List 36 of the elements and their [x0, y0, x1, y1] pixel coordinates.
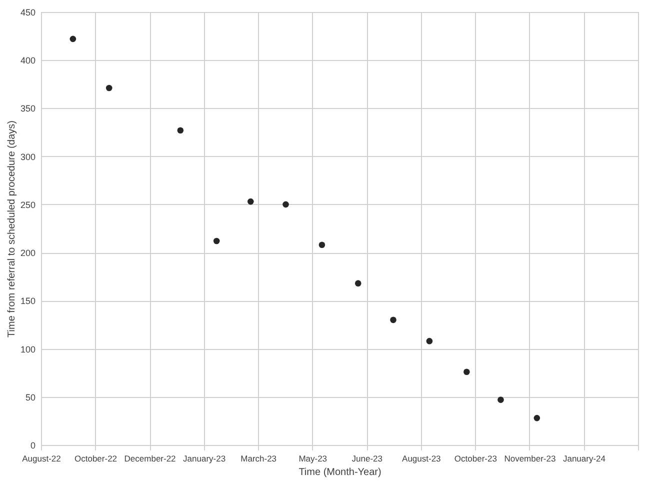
point	[354, 280, 362, 286]
point	[534, 414, 540, 422]
point	[464, 368, 470, 376]
point	[390, 316, 396, 324]
point	[213, 238, 220, 244]
x-tick-label: June-23	[352, 454, 383, 464]
y-tick-label: 0	[30, 440, 36, 450]
point	[282, 201, 289, 208]
point	[247, 198, 254, 205]
x-tick-label: March-23	[240, 454, 277, 464]
point	[498, 396, 504, 403]
y-tick-label: 150	[20, 296, 36, 306]
x-tick-label: August-22	[22, 454, 62, 464]
x-tick-label: October-23	[454, 454, 498, 464]
y-tick-label: 450	[20, 8, 36, 18]
y-tick-label: 400	[20, 56, 36, 66]
x-tick-label: January-23	[183, 454, 226, 464]
y-tick-label: 200	[20, 248, 36, 258]
x-tick-label: August-23	[402, 454, 442, 464]
x-tick-label: December-22	[124, 454, 176, 464]
point	[177, 127, 184, 134]
point	[106, 84, 112, 92]
point	[426, 338, 433, 344]
y-tick-label: 250	[20, 200, 36, 210]
y-axis-title: Time from referral to scheduled procedure (days)	[6, 120, 18, 338]
x-tick-label: November-23	[504, 454, 556, 464]
x-tick-label: January-24	[562, 454, 606, 464]
point	[318, 242, 326, 248]
x-tick-label: May-23	[298, 454, 328, 464]
y-tick-label: 350	[20, 104, 36, 114]
y-tick-label: 300	[20, 152, 36, 162]
y-tick-label: 50	[25, 392, 36, 402]
point	[70, 36, 76, 42]
y-tick-label: 100	[20, 344, 36, 354]
x-axis-title: Time (Month-Year)	[298, 467, 382, 478]
x-tick-label: October-22	[74, 454, 118, 464]
